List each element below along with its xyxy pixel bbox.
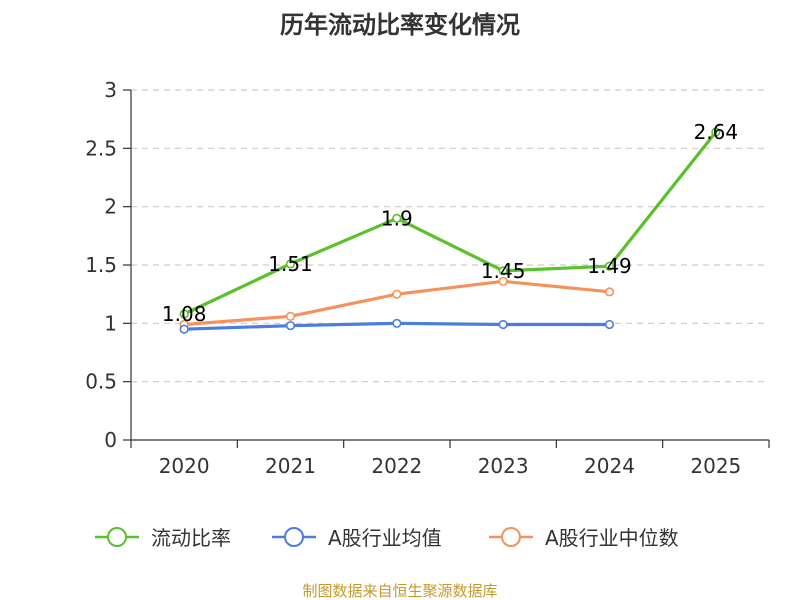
data-label: 1.08: [162, 302, 207, 326]
source-note: 制图数据来自恒生聚源数据库: [302, 582, 497, 600]
data-point: [179, 309, 189, 319]
data-point: [179, 324, 189, 334]
x-tick-label: 2020: [159, 454, 210, 478]
axes: 0 0.5 1 1.5 2 2.5 3 2020 2021 2022 2023 2024 2025: [85, 78, 770, 478]
y-tick-label: 2: [104, 195, 117, 219]
legend-label: A股行业中位数: [545, 526, 679, 550]
data-point: [392, 289, 402, 299]
data-point: [604, 319, 615, 330]
x-tick-label: 2023: [478, 454, 529, 478]
data-label: 2.64: [694, 120, 739, 144]
data-point: [392, 318, 402, 328]
x-tick-label: 2021: [265, 454, 316, 478]
data-label: 1.9: [381, 206, 413, 230]
x-tick-label: 2025: [690, 454, 741, 478]
data-point: [498, 276, 508, 286]
data-point: [285, 321, 296, 331]
data-point: [285, 311, 296, 321]
data-point: [604, 261, 615, 271]
y-tick-label: 1: [104, 311, 117, 335]
data-point: [498, 319, 508, 330]
grid-lines: [131, 89, 769, 383]
legend-marker-icon: [284, 527, 304, 547]
y-tick-label: 1.5: [85, 253, 117, 277]
series-line: [182, 130, 718, 316]
y-tick-label: 2.5: [85, 136, 117, 160]
data-point: [498, 266, 508, 276]
y-tick-label: 0.5: [85, 370, 117, 394]
data-label: 1.51: [268, 252, 313, 276]
x-tick-label: 2022: [371, 454, 422, 478]
data-point: [285, 259, 296, 269]
data-label: 1.49: [587, 254, 632, 278]
legend[interactable]: 流动比率 A股行业均值 A股行业中位数: [95, 526, 679, 550]
y-tick-label: 0: [104, 428, 117, 452]
data-point: [392, 213, 402, 223]
data-point: [711, 127, 721, 137]
chart-title: 历年流动比率变化情况: [280, 11, 520, 39]
legend-label: A股行业均值: [328, 526, 442, 550]
data-point: [604, 287, 615, 297]
x-tick-label: 2024: [584, 454, 635, 478]
series-line: [182, 279, 612, 327]
legend-marker-icon: [107, 527, 127, 547]
legend-marker-icon: [501, 527, 521, 547]
y-tick-label: 3: [104, 78, 117, 102]
series-layer: [179, 127, 721, 334]
data-label: 1.45: [481, 259, 526, 283]
data-labels: 1.08 1.51 1.9 1.45 1.49 2.64: [162, 120, 738, 326]
legend-label: 流动比率: [151, 526, 231, 550]
